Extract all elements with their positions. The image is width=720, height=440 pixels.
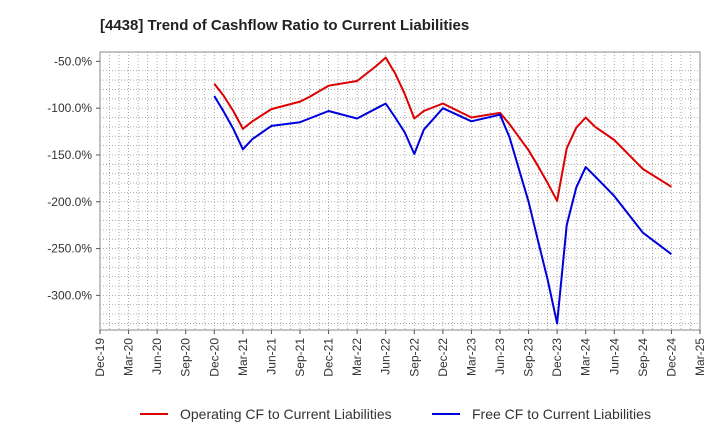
x-tick-label: Mar-25 <box>693 338 707 376</box>
chart-title: [4438] Trend of Cashflow Ratio to Curren… <box>100 17 469 34</box>
x-tick-label: Jun-23 <box>493 338 507 375</box>
x-tick-label: Mar-21 <box>236 338 250 376</box>
x-tick-label: Sep-21 <box>293 338 307 377</box>
x-tick-label: Mar-23 <box>464 338 478 376</box>
x-tick-label: Dec-24 <box>664 338 678 377</box>
x-tick-label: Sep-20 <box>179 338 193 377</box>
x-tick-label: Mar-22 <box>350 338 364 376</box>
legend-label-2: Free CF to Current Liabilities <box>472 406 651 422</box>
legend: Operating CF to Current Liabilities Free … <box>140 406 651 422</box>
legend-label-1: Operating CF to Current Liabilities <box>180 406 392 422</box>
x-tick-label: Mar-24 <box>579 338 593 376</box>
y-axis: -50.0% -100.0% -150.0% -200.0% -250.0% -300.0… <box>47 54 100 302</box>
x-tick-label: Sep-22 <box>407 338 421 377</box>
series-lines <box>213 56 673 325</box>
x-tick-label: Dec-19 <box>93 338 107 377</box>
series-line-1 <box>213 56 672 202</box>
x-tick-label: Sep-23 <box>522 338 536 377</box>
y-tick-label: -300.0% <box>47 288 92 302</box>
x-tick-label: Jun-24 <box>607 338 621 375</box>
x-axis: Dec-19 Mar-20 Jun-20 Sep-20 Dec-20 Mar-21 Jun-… <box>93 330 707 377</box>
x-tick-label: Dec-23 <box>550 338 564 377</box>
x-tick-label: Mar-20 <box>122 338 136 376</box>
y-tick-label: -100.0% <box>47 101 92 115</box>
x-tick-label: Dec-20 <box>207 338 221 377</box>
x-tick-label: Dec-22 <box>436 338 450 377</box>
x-tick-label: Jun-22 <box>379 338 393 375</box>
x-tick-label: Jun-20 <box>150 338 164 375</box>
x-tick-label: Sep-24 <box>636 338 650 377</box>
x-tick-label: Dec-21 <box>322 338 336 377</box>
x-tick-label: Jun-21 <box>264 338 278 375</box>
plot-area <box>99 51 701 331</box>
series-line-2 <box>213 95 673 325</box>
y-tick-label: -150.0% <box>47 148 92 162</box>
y-tick-label: -250.0% <box>47 242 92 256</box>
y-tick-label: -50.0% <box>54 54 92 68</box>
grid <box>100 52 700 330</box>
y-tick-label: -200.0% <box>47 195 92 209</box>
